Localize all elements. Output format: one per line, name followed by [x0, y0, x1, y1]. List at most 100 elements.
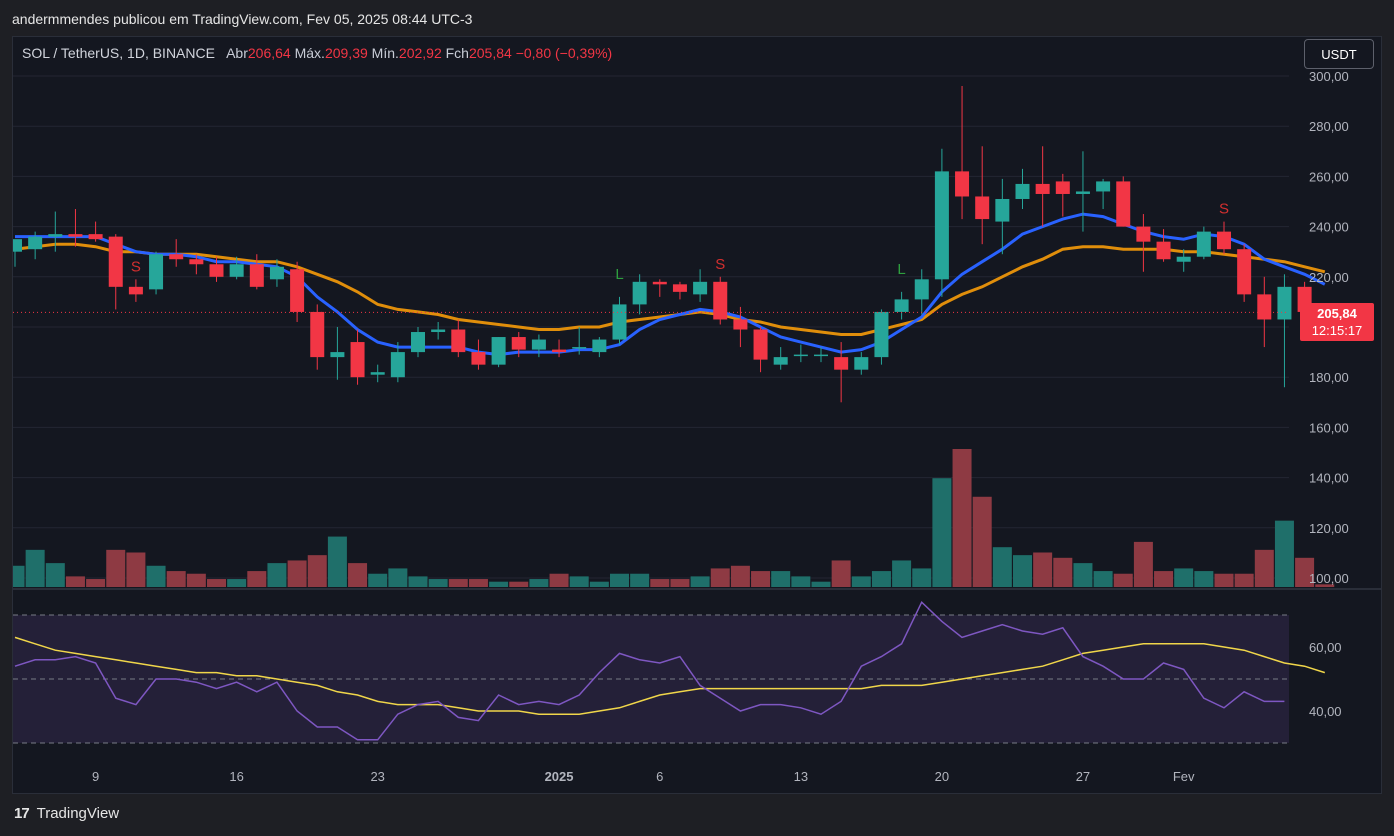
short-signal-label: S [1219, 201, 1229, 218]
candle [612, 296, 627, 345]
price-chart[interactable]: SLSLS300,00280,00260,00240,00220,00200,0… [13, 37, 1381, 793]
time-axis-label: 13 [794, 769, 808, 784]
candle [249, 254, 264, 290]
candle-body [149, 254, 164, 290]
candle [1075, 151, 1090, 232]
price-axis-label: 240,00 [1309, 220, 1349, 235]
candle [693, 269, 708, 302]
rsi-line [14, 600, 1285, 741]
volume-bar [126, 552, 146, 587]
volume-bar [1113, 573, 1133, 587]
high-value: 209,39 [324, 45, 368, 61]
candle [108, 234, 123, 310]
time-axis-label: 23 [370, 769, 384, 784]
candle [28, 231, 43, 260]
volume-bar [952, 449, 972, 587]
candle-body [874, 311, 889, 358]
volume-bar [13, 565, 25, 587]
currency-button[interactable]: USDT [1304, 39, 1374, 69]
candle [975, 146, 990, 245]
price-axis-label: 120,00 [1309, 521, 1349, 536]
candle-body [411, 332, 425, 353]
candle-body [834, 357, 849, 370]
candle [229, 256, 244, 280]
candle [753, 327, 768, 373]
volume-bar [529, 579, 549, 587]
volume-bar [1073, 563, 1093, 587]
candle-body [632, 281, 647, 305]
candle-body [169, 254, 184, 260]
chart-frame[interactable]: SLSLS300,00280,00260,00240,00220,00200,0… [12, 36, 1382, 794]
candle-body [229, 264, 244, 277]
volume-bar [549, 573, 569, 587]
volume-bar [851, 576, 871, 587]
candle [370, 364, 385, 383]
candle-body [1075, 191, 1090, 194]
candle [894, 291, 909, 320]
candle [169, 239, 184, 267]
candle-body [1176, 256, 1191, 262]
volume-bar [771, 571, 791, 587]
candle-body [431, 329, 446, 333]
candle-body [955, 171, 970, 197]
candle-body [1196, 231, 1211, 257]
candle-body [894, 299, 909, 312]
time-axis-label: Fev [1173, 769, 1195, 784]
candle [189, 254, 204, 275]
volume-bar [348, 563, 368, 587]
volume-bar [65, 576, 85, 587]
symbol-title[interactable]: SOL / TetherUS, 1D, BINANCE [22, 45, 215, 61]
volume-bar [730, 565, 750, 587]
low-label: Mín. [371, 45, 399, 61]
short-signal-label: S [131, 258, 141, 275]
ema-slow-line [14, 242, 1326, 336]
candle-body [249, 264, 264, 287]
candle [955, 86, 970, 220]
candle-body [652, 281, 667, 285]
volume-bar [892, 560, 912, 587]
volume-bar [408, 576, 428, 587]
volume-bar [428, 579, 448, 587]
candle-body [310, 311, 325, 358]
volume-bar [1194, 571, 1214, 587]
candle-body [612, 304, 627, 340]
candle [511, 332, 526, 358]
candle-body [793, 354, 808, 357]
candle [269, 259, 284, 287]
volume-bar [1013, 555, 1032, 587]
candle [411, 327, 425, 358]
time-axis-label: 16 [229, 769, 243, 784]
price-axis-label: 140,00 [1309, 471, 1349, 486]
volume-bar [1214, 573, 1234, 587]
candle-body [68, 234, 83, 237]
candle-body [572, 347, 587, 349]
candle-body [773, 357, 788, 365]
rsi-axis-label: 40,00 [1309, 704, 1342, 719]
volume-bar [630, 573, 650, 587]
candle [874, 309, 889, 365]
candle [713, 276, 728, 325]
volume-bar [791, 576, 811, 587]
candle [149, 251, 164, 295]
candle [531, 334, 546, 358]
candle [1035, 146, 1050, 227]
candle [1257, 276, 1272, 348]
volume-bar [247, 571, 267, 587]
candle [1055, 173, 1070, 217]
rsi-axis-label: 60,00 [1309, 640, 1342, 655]
candle [1096, 178, 1111, 210]
volume-bar [45, 563, 65, 587]
candle-body [733, 319, 748, 330]
publish-header: andermmendes publicou em TradingView.com… [0, 0, 1394, 36]
high-label: Máx. [294, 45, 325, 61]
volume-bar [227, 579, 247, 587]
close-value: 205,84 [468, 45, 512, 61]
candle [290, 261, 305, 322]
volume-bar [751, 571, 771, 587]
candle [672, 281, 687, 300]
volume-bar [146, 565, 166, 587]
volume-bar [1295, 557, 1315, 587]
volume-bar [1274, 520, 1294, 587]
footer-brand[interactable]: 17 TradingView [14, 805, 119, 825]
volume-bar [287, 560, 307, 587]
